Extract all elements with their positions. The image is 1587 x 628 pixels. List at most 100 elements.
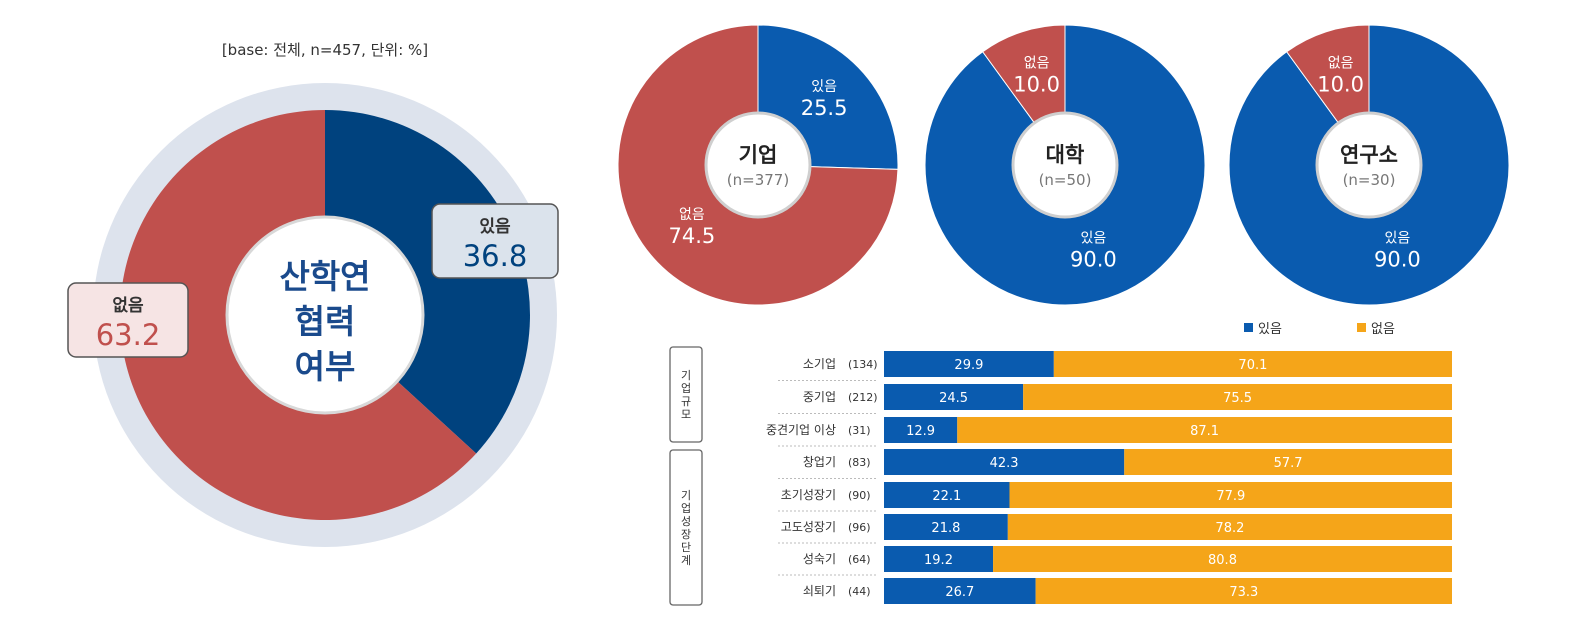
bar-row-n: (90): [848, 489, 871, 502]
bar-group-brackets: 기 업 규 모기 업 성 장 단 계: [669, 346, 703, 606]
bar-row-n: (83): [848, 456, 871, 469]
bar-value-yes: 26.7: [945, 585, 974, 600]
donut-company-n: (n=377): [727, 171, 789, 189]
donut-university-n: (n=50): [1039, 171, 1092, 189]
bar-row: 초기성장기 (90) 22.1 77.9: [781, 482, 1452, 508]
bar-row-n: (96): [848, 521, 871, 534]
bar-segment-no: [993, 546, 1452, 572]
donut-company-hole: [704, 111, 812, 219]
bar-segment-yes: [884, 578, 1036, 604]
callout-yes-caption: 있음: [479, 217, 511, 237]
donut-institute-value-yes: 90.0: [1374, 248, 1421, 272]
bar-value-yes: 19.2: [924, 553, 953, 568]
callout-no-value: 63.2: [96, 318, 161, 352]
group-bracket: [669, 449, 703, 606]
bar-segment-no: [1009, 482, 1452, 508]
donut-institute-n: (n=30): [1343, 171, 1396, 189]
legend-swatch-no: [1357, 323, 1366, 332]
bar-row: 창업기 (83) 42.3 57.7: [803, 449, 1452, 475]
bar-segment-yes: [884, 351, 1054, 377]
donut-institute-value-no: 10.0: [1317, 73, 1364, 97]
bar-row-label: 창업기: [803, 455, 836, 469]
group-bracket: [669, 346, 703, 443]
bar-value-no: 78.2: [1215, 521, 1244, 536]
bar-segment-yes: [884, 384, 1024, 410]
bar-value-yes: 29.9: [954, 358, 983, 373]
callout-yes-box: [431, 203, 559, 279]
donut-university-label-no: 없음: [1024, 56, 1050, 72]
bar-value-no: 57.7: [1274, 456, 1303, 471]
bar-row-n: (44): [848, 585, 871, 598]
main-donut-hole: [225, 215, 425, 415]
donut-institute-label-yes: 있음: [1385, 231, 1411, 247]
bar-segment-yes: [884, 417, 958, 443]
bar-row: 고도성장기 (96) 21.8 78.2: [781, 514, 1452, 540]
callout-no-box: [67, 282, 189, 358]
bar-value-no: 80.8: [1208, 553, 1237, 568]
main-donut-chart: 산학연 협력 여부 있음 36.8 없음 63.2: [67, 83, 559, 547]
bar-segment-no: [1023, 384, 1452, 410]
main-center-line-2: 협력: [295, 302, 356, 341]
bar-segment-no: [1035, 578, 1452, 604]
bar-row-n: (134): [848, 358, 878, 371]
main-center-line-1: 산학연: [279, 257, 370, 296]
stacked-bar-chart: 있음 없음 기 업 규 모기 업 성 장 단 계 소기업 (134) 29.9 70.1 중기업 (212)…: [669, 322, 1452, 606]
bar-segment-yes: [884, 482, 1010, 508]
bar-segment-no: [1053, 351, 1452, 377]
bar-row: 쇠퇴기 (44) 26.7 73.3: [803, 578, 1452, 604]
donut-institute-label-no: 없음: [1328, 56, 1354, 72]
bar-segment-no: [1007, 514, 1452, 540]
bar-segment-yes: [884, 546, 994, 572]
bar-row: 중기업 (212) 24.5 75.5: [803, 384, 1452, 410]
legend-swatch-yes: [1244, 323, 1253, 332]
bar-segment-no: [1124, 449, 1452, 475]
row-separators: [778, 380, 878, 576]
bar-segment-yes: [884, 514, 1008, 540]
bar-segment-yes: [884, 449, 1125, 475]
bar-row-label: 쇠퇴기: [803, 584, 836, 598]
bar-value-no: 77.9: [1216, 489, 1245, 504]
donut-institute-title: 연구소: [1340, 143, 1398, 167]
bar-value-no: 87.1: [1190, 424, 1219, 439]
bar-row-label: 중기업: [803, 390, 836, 404]
donut-university-label-yes: 있음: [1081, 231, 1107, 247]
bar-row: 소기업 (134) 29.9 70.1: [803, 351, 1452, 377]
donut-company-title: 기업: [739, 143, 778, 167]
bar-value-no: 75.5: [1223, 391, 1252, 406]
bar-value-yes: 42.3: [990, 456, 1019, 471]
bar-value-no: 73.3: [1229, 585, 1258, 600]
bar-value-yes: 22.1: [932, 489, 961, 504]
bar-row-label: 성숙기: [803, 552, 836, 566]
donut-company-label-yes: 있음: [811, 79, 837, 95]
donut-company-slice-no: [617, 24, 899, 306]
bar-segment-no: [957, 417, 1452, 443]
donut-university-hole: [1011, 111, 1119, 219]
bar-row: 중견기업 이상 (31) 12.9 87.1: [766, 417, 1452, 443]
bar-row: 성숙기 (64) 19.2 80.8: [803, 546, 1452, 572]
callout-yes-value: 36.8: [463, 239, 528, 273]
bar-value-yes: 21.8: [931, 521, 960, 536]
bar-row-n: (31): [848, 424, 871, 437]
legend-label-yes: 있음: [1258, 322, 1282, 337]
bar-value-yes: 24.5: [939, 391, 968, 406]
small-donut-charts: 있음25.5없음74.5기업(n=377)있음90.0없음10.0대학(n=50…: [617, 24, 1510, 306]
bar-value-yes: 12.9: [906, 424, 935, 439]
donut-university-value-no: 10.0: [1013, 73, 1060, 97]
donut-institute-hole: [1315, 111, 1423, 219]
bar-row-n: (64): [848, 553, 871, 566]
legend-label-no: 없음: [1371, 322, 1395, 337]
main-center-line-3: 여부: [295, 347, 356, 386]
bar-row-label: 소기업: [803, 357, 836, 371]
callout-no-caption: 없음: [112, 296, 144, 316]
donut-university-title: 대학: [1046, 143, 1085, 167]
bar-row-label: 초기성장기: [781, 488, 836, 502]
bar-value-no: 70.1: [1238, 358, 1267, 373]
main-slice-yes: [325, 110, 530, 454]
bar-row-label: 고도성장기: [781, 520, 836, 534]
bar-row-label: 중견기업 이상: [766, 423, 836, 437]
